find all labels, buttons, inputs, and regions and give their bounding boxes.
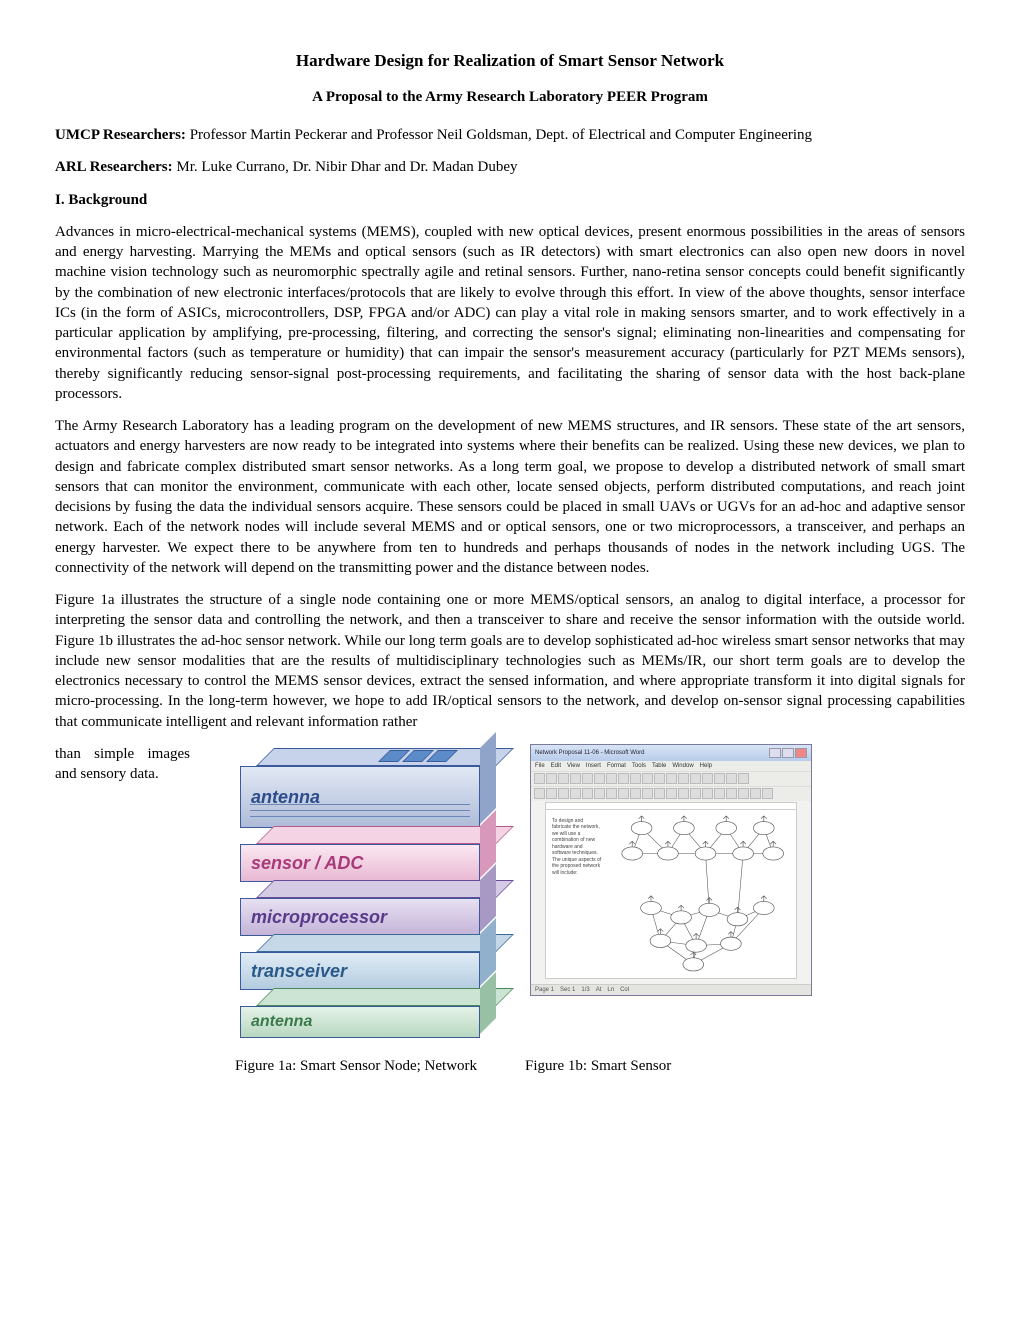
umcp-researchers-para: UMCP Researchers: Professor Martin Pecke… bbox=[55, 125, 965, 145]
arl-label: ARL Researchers: bbox=[55, 159, 176, 175]
layer-label-antenna-bottom: antenna bbox=[251, 1011, 312, 1033]
status-item: 1/3 bbox=[581, 986, 589, 994]
figure-1b: Network Proposal 11-06 - Microsoft Word … bbox=[530, 744, 812, 996]
layer-label-transceiver: transceiver bbox=[251, 959, 347, 983]
word-toolbar-2 bbox=[531, 786, 811, 801]
sensor-node-diagram: antenna sensor / ADC microprocessor tran… bbox=[240, 748, 480, 1036]
menu-item: Tools bbox=[632, 762, 646, 770]
word-toolbar-1 bbox=[531, 771, 811, 786]
status-item: Ln bbox=[607, 986, 614, 994]
doc-body-text: To design and fabricate the network, we … bbox=[552, 818, 602, 877]
layer-microprocessor: microprocessor bbox=[240, 880, 480, 936]
layer-antenna-top: antenna bbox=[240, 748, 480, 828]
window-controls bbox=[769, 748, 807, 758]
figures-row: than simple images and sensory data. ant… bbox=[55, 744, 965, 1036]
word-doc-area: To design and fabricate the network, we … bbox=[545, 809, 797, 979]
arl-researchers-para: ARL Researchers: Mr. Luke Currano, Dr. N… bbox=[55, 157, 965, 177]
section-heading: I. Background bbox=[55, 190, 965, 210]
close-icon bbox=[795, 748, 807, 758]
word-menubar: File Edit View Insert Format Tools Table Window… bbox=[531, 761, 811, 771]
figure-captions: Figure 1a: Smart Sensor Node; Network Fi… bbox=[235, 1056, 965, 1076]
menu-item: View bbox=[567, 762, 580, 770]
menu-item: Help bbox=[700, 762, 712, 770]
layer-label-sensor-adc: sensor / ADC bbox=[251, 851, 363, 875]
background-para-2: The Army Research Laboratory has a leadi… bbox=[55, 416, 965, 578]
status-item: Sec 1 bbox=[560, 986, 575, 994]
umcp-names: Professor Martin Peckerar and Professor … bbox=[190, 127, 812, 143]
menu-item: Format bbox=[607, 762, 626, 770]
status-item: At bbox=[596, 986, 602, 994]
layer-transceiver: transceiver bbox=[240, 934, 480, 990]
word-window: Network Proposal 11-06 - Microsoft Word … bbox=[530, 744, 812, 996]
background-para-1: Advances in micro-electrical-mechanical … bbox=[55, 222, 965, 404]
layer-antenna-bottom: antenna bbox=[240, 988, 480, 1038]
figure-1a-caption: Figure 1a: Smart Sensor Node; Network bbox=[235, 1056, 495, 1076]
menu-item: File bbox=[535, 762, 545, 770]
menu-item: Table bbox=[652, 762, 666, 770]
menu-item: Edit bbox=[551, 762, 561, 770]
minimize-icon bbox=[769, 748, 781, 758]
status-item: Page 1 bbox=[535, 986, 554, 994]
layer-label-microprocessor: microprocessor bbox=[251, 905, 387, 929]
page-title: Hardware Design for Realization of Smart… bbox=[55, 50, 965, 73]
figure-1a: antenna sensor / ADC microprocessor tran… bbox=[240, 744, 480, 1036]
word-statusbar: Page 1 Sec 1 1/3 At Ln Col bbox=[531, 984, 811, 995]
window-title-text: Network Proposal 11-06 - Microsoft Word bbox=[535, 749, 644, 757]
layer-sensor-adc: sensor / ADC bbox=[240, 826, 480, 882]
page-subtitle: A Proposal to the Army Research Laborato… bbox=[55, 87, 965, 107]
word-titlebar: Network Proposal 11-06 - Microsoft Word bbox=[531, 745, 811, 761]
arl-names: Mr. Luke Currano, Dr. Nibir Dhar and Dr.… bbox=[176, 159, 517, 175]
status-item: Col bbox=[620, 986, 629, 994]
network-diagram bbox=[604, 814, 792, 979]
menu-item: Window bbox=[672, 762, 693, 770]
maximize-icon bbox=[782, 748, 794, 758]
background-para-3-wrap: than simple images and sensory data. bbox=[55, 744, 200, 785]
figure-1b-caption: Figure 1b: Smart Sensor bbox=[525, 1056, 785, 1076]
background-para-3: Figure 1a illustrates the structure of a… bbox=[55, 590, 965, 732]
menu-item: Insert bbox=[586, 762, 601, 770]
umcp-label: UMCP Researchers: bbox=[55, 127, 190, 143]
